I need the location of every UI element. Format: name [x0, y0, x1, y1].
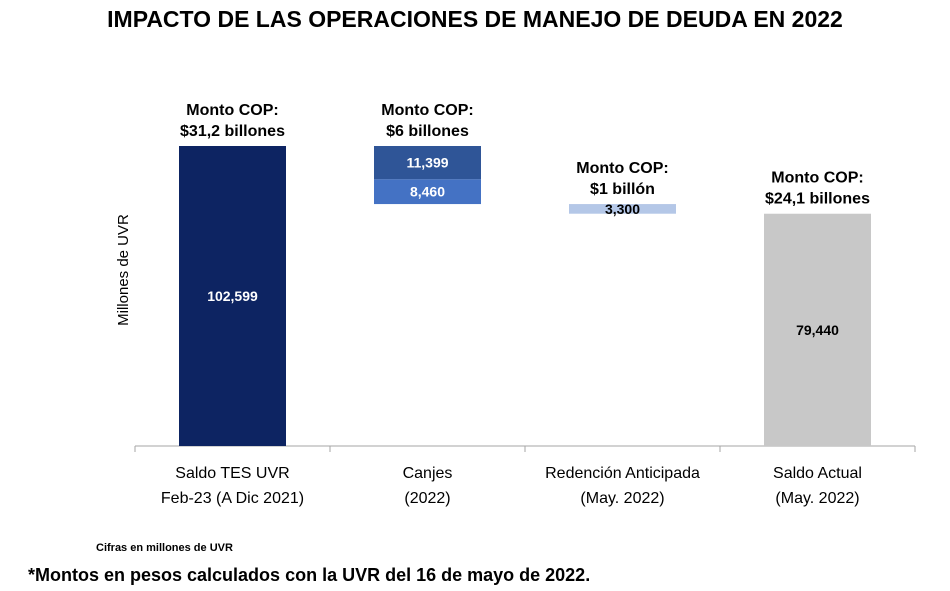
bar-segment: [569, 204, 676, 214]
bar-annotation: Monto COP:: [576, 160, 668, 177]
footnote-main: *Montos en pesos calculados con la UVR d…: [28, 565, 591, 585]
bar-segment: [179, 146, 286, 446]
bar-annotation: Monto COP:: [771, 170, 863, 187]
y-axis-label: Millones de UVR: [115, 214, 132, 326]
bar-annotation: Monto COP:: [186, 102, 278, 119]
bar-annotation: $31,2 billones: [180, 123, 285, 140]
data-label: 3,300: [605, 201, 640, 217]
category-label: Canjes: [403, 465, 453, 482]
category-label: Feb-23 (A Dic 2021): [161, 490, 304, 507]
bar-annotation: $24,1 billones: [765, 191, 870, 208]
data-label: 102,599: [207, 288, 258, 304]
category-label: Redención Anticipada: [545, 465, 700, 482]
bar-segment: [374, 146, 481, 180]
bar-segment: [374, 179, 481, 205]
bar-segment: [764, 213, 871, 446]
data-label: 8,460: [410, 184, 445, 200]
category-label: (2022): [404, 490, 450, 507]
category-label: (May. 2022): [775, 490, 859, 507]
category-label: Saldo Actual: [773, 465, 862, 482]
data-label: 11,399: [406, 155, 448, 171]
category-label: (May. 2022): [580, 490, 664, 507]
bar-annotation: $6 billones: [386, 123, 469, 140]
data-label: 79,440: [796, 322, 839, 338]
bar-annotation: Monto COP:: [381, 102, 473, 119]
footnote-unit: Cifras en millones de UVR: [96, 542, 233, 554]
bar-annotation: $1 billón: [590, 181, 655, 198]
category-label: Saldo TES UVR: [175, 465, 289, 482]
chart-title: IMPACTO DE LAS OPERACIONES DE MANEJO DE …: [107, 6, 843, 32]
